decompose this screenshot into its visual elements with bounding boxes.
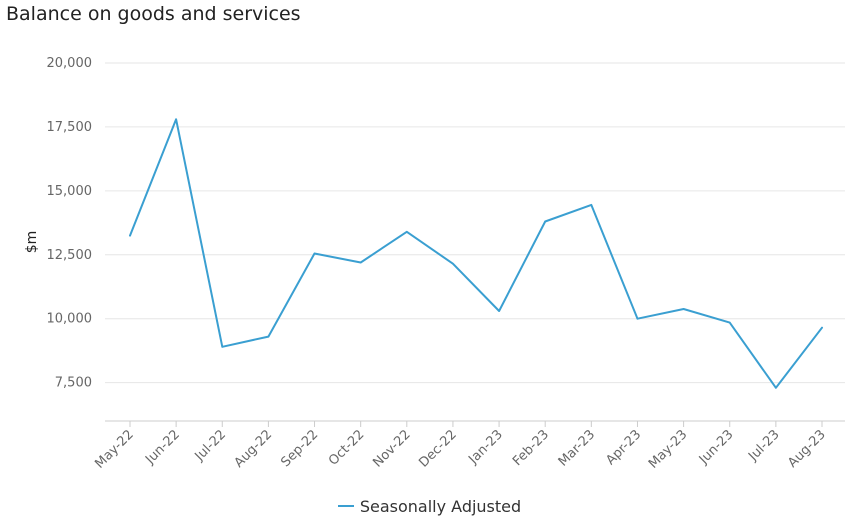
y-tick-label: 10,000	[47, 312, 93, 327]
x-tick-label: Nov-22	[370, 427, 413, 470]
y-tick-label: 7,500	[55, 376, 92, 391]
y-axis-label: $m	[24, 231, 40, 254]
y-tick-label: 12,500	[47, 248, 93, 263]
legend-label: Seasonally Adjusted	[359, 497, 522, 516]
x-tick-label: Oct-22	[326, 427, 368, 469]
x-tick-label: Aug-23	[785, 427, 829, 471]
x-tick-label: Dec-22	[416, 427, 459, 470]
y-tick-label: 20,000	[47, 56, 93, 71]
x-tick-label: Jun-22	[142, 427, 183, 468]
x-tick-label: Sep-22	[278, 427, 321, 470]
y-tick-label: 15,000	[47, 184, 93, 199]
legend[interactable]: Seasonally Adjusted	[0, 497, 859, 516]
x-tick-label: Mar-23	[556, 427, 598, 469]
x-tick-label: Apr-23	[603, 427, 644, 468]
x-tick-label: Aug-22	[232, 427, 276, 471]
x-tick-label: Feb-23	[510, 427, 552, 469]
series-line	[129, 118, 823, 389]
x-tick-label: Jan-23	[465, 427, 506, 468]
legend-swatch	[337, 504, 354, 507]
x-tick-label: May-22	[92, 427, 136, 471]
x-tick-label: Jun-23	[696, 427, 737, 468]
x-tick-label: Jul-23	[745, 427, 782, 464]
chart-title: Balance on goods and services	[6, 3, 301, 25]
y-tick-label: 17,500	[47, 120, 93, 135]
x-tick-label: Jul-22	[192, 427, 229, 464]
x-tick-label: May-23	[646, 427, 690, 471]
